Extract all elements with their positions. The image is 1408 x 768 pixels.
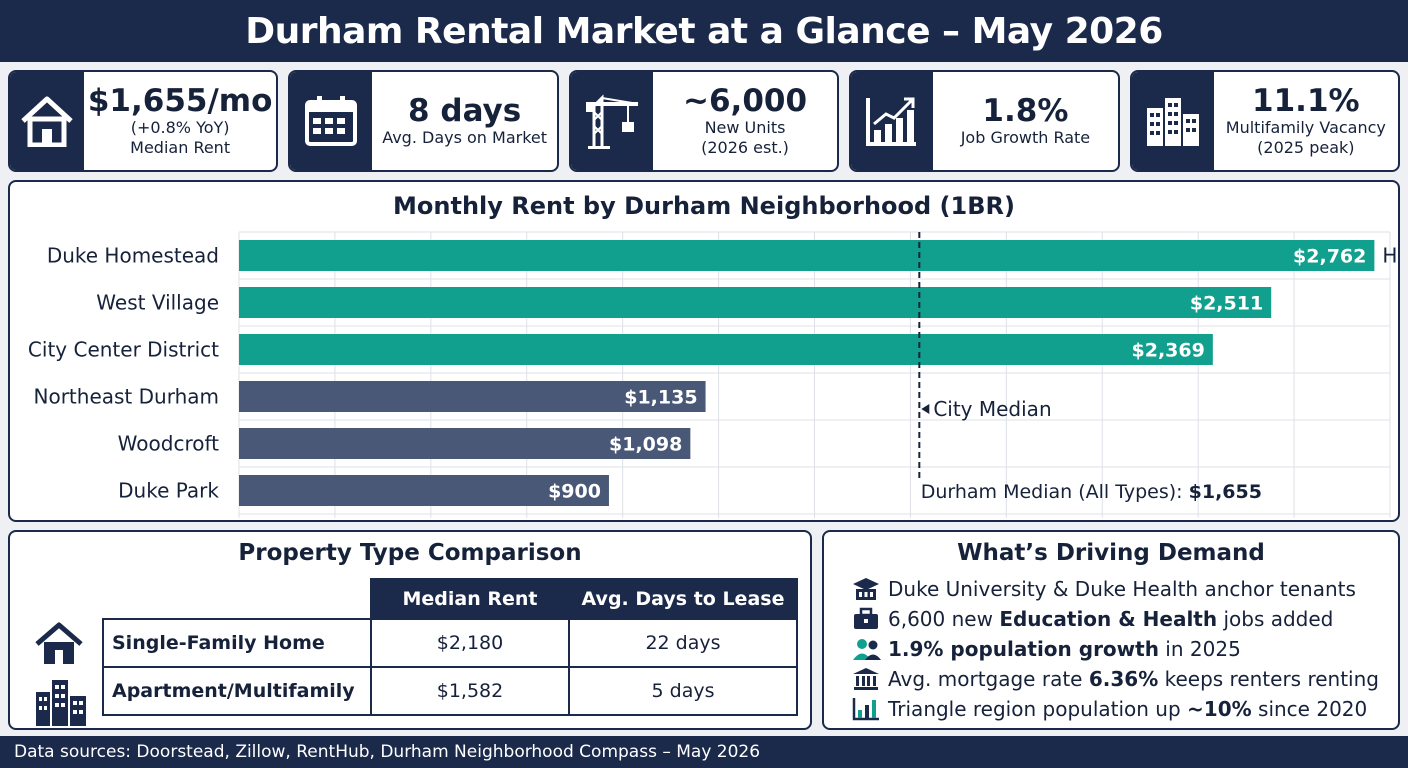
data-label: $900 [548,481,601,503]
kpi-card-vacancy: 11.1% Multifamily Vacancy (2025 peak) [1129,70,1401,172]
house-icon [35,622,83,664]
crane-icon [570,72,653,170]
kpi-row: $1,655/mo (+0.8% YoY) Median Rent 8 days… [8,70,1401,172]
bar [239,287,1272,318]
list-item: Duke University & Duke Health anchor ten… [852,574,1379,604]
briefcase-icon [852,606,888,632]
data-label: $1,135 [624,387,697,409]
category-label: Woodcroft [118,432,219,456]
kpi-value: 11.1% [1252,83,1360,119]
row-header: Apartment/Multifamily [102,666,372,716]
kpi-label: Multifamily Vacancy [1225,118,1386,137]
kpi-subtext: (2026 est.) [701,138,789,157]
kpi-card-job-growth: 1.8% Job Growth Rate [849,70,1120,172]
kpi-card-new-units: ~6,000 New Units (2026 est.) [568,70,840,172]
bar [239,475,609,506]
page-header: Durham Rental Market at a Glance – May 2… [0,0,1408,62]
kpi-label: Median Rent [130,138,231,157]
people-icon [852,636,888,662]
demand-list: Duke University & Duke Health anchor ten… [852,574,1379,724]
highest-annotation: Highest [1382,244,1398,268]
data-label: $2,762 [1293,246,1366,268]
university-icon [852,576,888,602]
growth-chart-icon [851,72,934,170]
median-note: Durham Median (All Types): $1,655 [921,481,1262,503]
list-item: 1.9% population growth in 2025 [852,634,1379,664]
chart-title: Monthly Rent by Durham Neighborhood (1BR… [393,192,1015,220]
data-sources: Data sources: Doorstead, Zillow, RentHub… [14,742,761,762]
page-title: Durham Rental Market at a Glance – May 2… [245,10,1163,52]
buildings-icon [1131,72,1214,170]
bar [239,334,1213,365]
footer: Data sources: Doorstead, Zillow, RentHub… [0,736,1408,768]
bar-chart-icon [852,696,888,722]
kpi-value: 1.8% [982,93,1069,129]
data-label: $1,098 [609,434,682,456]
kpi-card-days-on-market: 8 days Avg. Days on Market [288,70,559,172]
bar [239,240,1375,271]
kpi-subtext: (+0.8% YoY) [130,118,230,137]
column-header: Avg. Days to Lease [568,578,798,620]
apartment-buildings-icon [36,680,86,726]
rent-bar-chart: Duke Homestead $2,762 Highest West Village $… [28,231,1398,518]
table-cell: 22 days [568,618,798,668]
bar [239,381,706,412]
property-type-panel: Property Type Comparison Median Rent Avg… [8,530,812,730]
kpi-label: Job Growth Rate [960,128,1091,147]
category-label: Northeast Durham [34,385,219,409]
data-label: $2,511 [1190,293,1263,315]
demand-title: What’s Driving Demand [957,540,1265,566]
table-row: Apartment/Multifamily $1,582 5 days [102,666,798,716]
median-line-label: City Median [933,397,1051,421]
calendar-icon [290,72,373,170]
table-cell: $2,180 [370,618,570,668]
category-label: Duke Park [118,479,219,503]
median-arrow [921,404,930,414]
kpi-card-median-rent: $1,655/mo (+0.8% YoY) Median Rent [8,70,279,172]
table-row: Single-Family Home $2,180 22 days [102,618,798,668]
bar [239,428,691,459]
row-header: Single-Family Home [102,618,372,668]
category-label: West Village [96,291,219,315]
kpi-value: ~6,000 [683,83,808,119]
list-item: Triangle region population up ~10% since… [852,694,1379,724]
data-label: $2,369 [1132,340,1205,362]
column-header: Median Rent [370,578,570,620]
kpi-label: Avg. Days on Market [382,128,548,147]
kpi-subtext: (2025 peak) [1257,138,1355,157]
list-item: Avg. mortgage rate 6.36% keeps renters r… [852,664,1379,694]
table-cell: $1,582 [370,666,570,716]
kpi-label: New Units [704,118,786,137]
category-label: City Center District [28,338,219,362]
list-item: 6,600 new Education & Health jobs added [852,604,1379,634]
property-comparison-table: Median Rent Avg. Days to Lease Single-Fa… [102,578,798,716]
bank-icon [852,666,888,692]
category-label: Duke Homestead [47,244,219,268]
house-icon [10,72,84,170]
demand-drivers-panel: What’s Driving Demand Duke University & … [822,530,1400,730]
kpi-value: $1,655/mo [87,83,273,119]
property-type-title: Property Type Comparison [238,540,582,566]
table-cell: 5 days [568,666,798,716]
rent-chart-panel: Monthly Rent by Durham Neighborhood (1BR… [8,180,1400,522]
kpi-value: 8 days [408,93,522,129]
